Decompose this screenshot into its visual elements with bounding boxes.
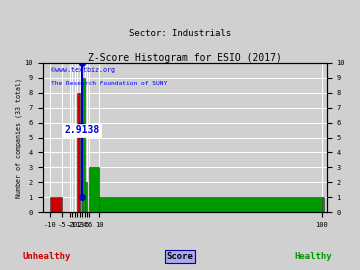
Bar bbox=[80, 123, 82, 212]
Bar bbox=[322, 197, 324, 212]
Bar bbox=[77, 93, 80, 212]
Bar bbox=[82, 78, 85, 212]
Text: 2.9138: 2.9138 bbox=[64, 125, 99, 135]
Text: Sector: Industrials: Sector: Industrials bbox=[129, 29, 231, 38]
Bar bbox=[99, 197, 322, 212]
Text: Healthy: Healthy bbox=[294, 252, 332, 261]
Bar bbox=[85, 182, 87, 212]
Text: The Research Foundation of SUNY: The Research Foundation of SUNY bbox=[51, 81, 167, 86]
Text: Score: Score bbox=[167, 252, 193, 261]
Title: Z-Score Histogram for ESIO (2017): Z-Score Histogram for ESIO (2017) bbox=[88, 53, 282, 63]
Bar bbox=[90, 167, 99, 212]
Text: ©www.textbiz.org: ©www.textbiz.org bbox=[51, 67, 115, 73]
Bar bbox=[50, 197, 62, 212]
Text: Unhealthy: Unhealthy bbox=[23, 252, 71, 261]
Y-axis label: Number of companies (33 total): Number of companies (33 total) bbox=[15, 77, 22, 198]
